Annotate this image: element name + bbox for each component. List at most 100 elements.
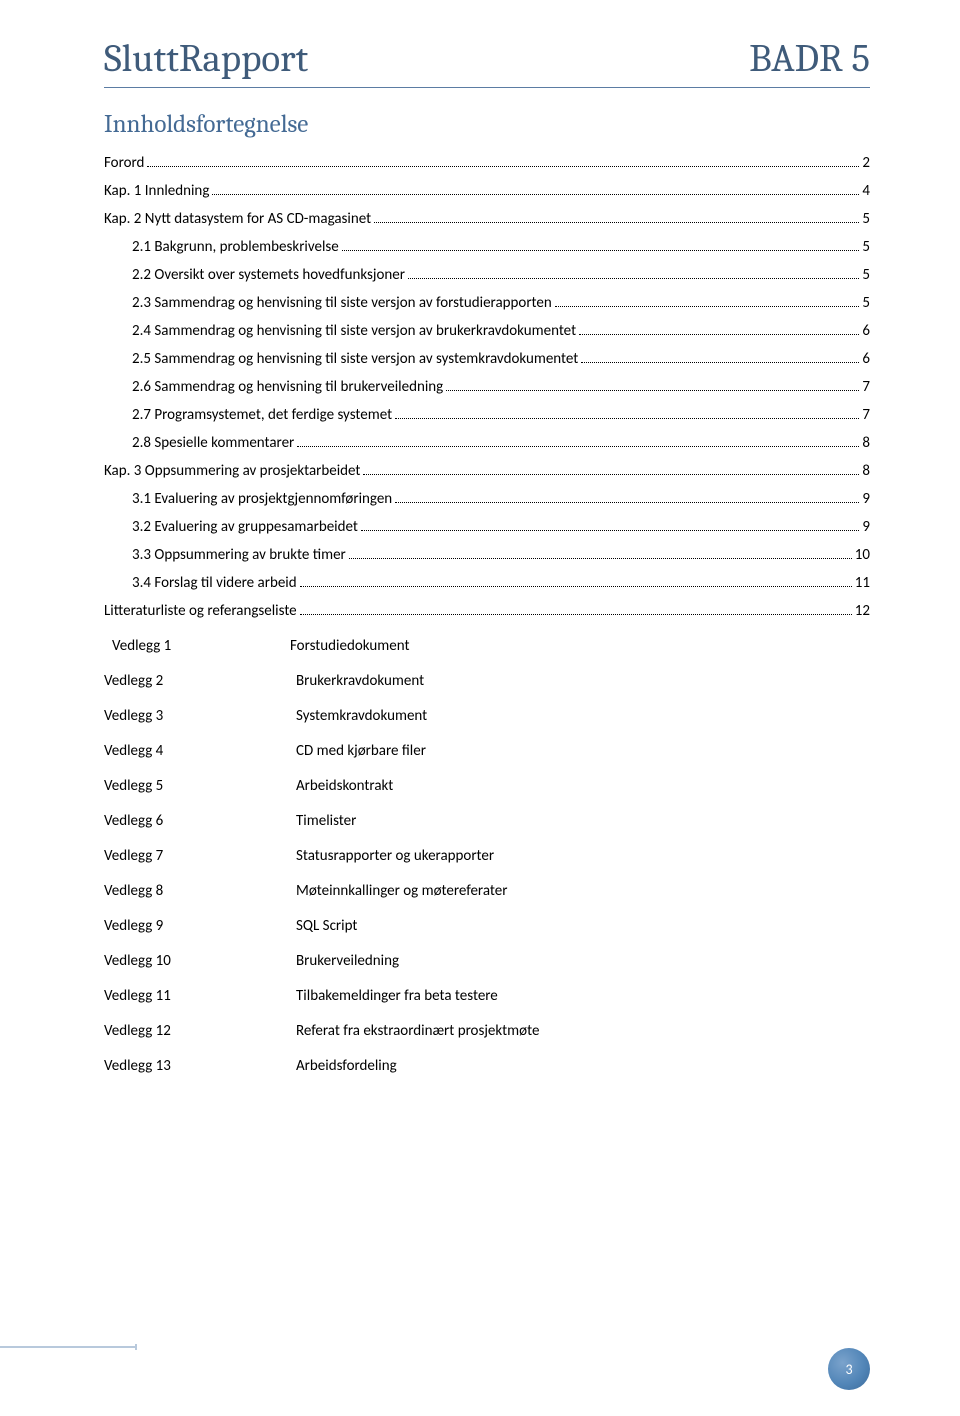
vedlegg-label: Vedlegg 10 — [104, 952, 296, 970]
vedlegg-row: Vedlegg 12Referat fra ekstraordinært pro… — [104, 1022, 870, 1040]
vedlegg-row: Vedlegg 10Brukerveiledning — [104, 952, 870, 970]
toc-entry-page: 12 — [855, 599, 870, 625]
toc-entry: Litteraturliste og referangseliste 12 — [104, 599, 870, 625]
toc-entry-page: 11 — [855, 571, 870, 597]
toc-entry-text: Litteraturliste og referangseliste — [104, 599, 297, 625]
toc-entry: 2.6 Sammendrag og henvisning til brukerv… — [104, 375, 870, 401]
toc-entry: Kap. 3 Oppsummering av prosjektarbeidet 8 — [104, 459, 870, 485]
toc-dots — [297, 446, 859, 447]
toc-entry: 2.3 Sammendrag og henvisning til siste v… — [104, 291, 870, 317]
vedlegg-description: Arbeidskontrakt — [296, 777, 870, 795]
toc-entry-text: 2.2 Oversikt over systemets hovedfunksjo… — [132, 263, 405, 289]
toc-entry: 2.1 Bakgrunn, problembeskrivelse5 — [104, 235, 870, 261]
toc-entry-page: 6 — [862, 319, 870, 345]
toc-entry-text: 2.5 Sammendrag og henvisning til siste v… — [132, 347, 578, 373]
toc-entry: 3.1 Evaluering av prosjektgjennomføringe… — [104, 487, 870, 513]
toc-dots — [395, 502, 859, 503]
toc-dots — [581, 362, 859, 363]
vedlegg-label: Vedlegg 3 — [104, 707, 296, 725]
toc-entry-page: 7 — [862, 375, 870, 401]
vedlegg-label: Vedlegg 1 — [104, 637, 290, 655]
toc-dots — [349, 558, 852, 559]
toc-entry: 2.8 Spesielle kommentarer 8 — [104, 431, 870, 457]
toc-entry: 2.5 Sammendrag og henvisning til siste v… — [104, 347, 870, 373]
toc-entry-text: 2.3 Sammendrag og henvisning til siste v… — [132, 291, 552, 317]
toc-entry-page: 5 — [862, 263, 870, 289]
vedlegg-list: Vedlegg 1ForstudiedokumentVedlegg 2Bruke… — [104, 637, 870, 1075]
vedlegg-description: SQL Script — [296, 917, 870, 935]
vedlegg-description: Forstudiedokument — [290, 637, 870, 655]
toc-entry-text: 2.7 Programsystemet, det ferdige systeme… — [132, 403, 392, 429]
toc-entry-page: 5 — [862, 207, 870, 233]
toc-entry-text: Kap. 1 Innledning — [104, 179, 209, 205]
toc-entry-text: 3.4 Forslag til videre arbeid — [132, 571, 297, 597]
vedlegg-row: Vedlegg 6Timelister — [104, 812, 870, 830]
footer-decorative-line — [0, 1346, 136, 1348]
toc-entry: 2.2 Oversikt over systemets hovedfunksjo… — [104, 263, 870, 289]
vedlegg-row: Vedlegg 8Møteinnkallinger og møtereferat… — [104, 882, 870, 900]
toc-entry-text: 2.4 Sammendrag og henvisning til siste v… — [132, 319, 576, 345]
vedlegg-label: Vedlegg 4 — [104, 742, 296, 760]
toc-dots — [300, 614, 852, 615]
vedlegg-label: Vedlegg 11 — [104, 987, 296, 1005]
vedlegg-row: Vedlegg 11Tilbakemeldinger fra beta test… — [104, 987, 870, 1005]
vedlegg-description: Statusrapporter og ukerapporter — [296, 847, 870, 865]
toc-dots — [446, 390, 859, 391]
toc-entry-page: 5 — [862, 291, 870, 317]
toc-entry: 3.4 Forslag til videre arbeid 11 — [104, 571, 870, 597]
toc-entry-text: Kap. 3 Oppsummering av prosjektarbeidet — [104, 459, 360, 485]
vedlegg-label: Vedlegg 9 — [104, 917, 296, 935]
toc-dots — [300, 586, 852, 587]
toc-entry-page: 2 — [862, 151, 870, 177]
toc-dots — [342, 250, 860, 251]
toc-entry-text: Forord — [104, 151, 144, 177]
vedlegg-row: Vedlegg 1Forstudiedokument — [104, 637, 870, 655]
toc-dots — [555, 306, 860, 307]
vedlegg-description: Brukerveiledning — [296, 952, 870, 970]
toc-dots — [395, 418, 859, 419]
toc-dots — [408, 278, 859, 279]
toc-entry: Kap. 1 Innledning4 — [104, 179, 870, 205]
toc-entry-page: 7 — [862, 403, 870, 429]
toc-entry-text: 2.8 Spesielle kommentarer — [132, 431, 294, 457]
toc-entry-page: 9 — [862, 515, 870, 541]
toc-entry-page: 10 — [855, 543, 870, 569]
vedlegg-description: Møteinnkallinger og møtereferater — [296, 882, 870, 900]
toc-dots — [361, 530, 859, 531]
vedlegg-label: Vedlegg 6 — [104, 812, 296, 830]
toc-dots — [579, 334, 859, 335]
toc-entry-page: 8 — [862, 431, 870, 457]
toc-entry: 2.4 Sammendrag og henvisning til siste v… — [104, 319, 870, 345]
vedlegg-description: Timelister — [296, 812, 870, 830]
toc-dots — [374, 222, 859, 223]
vedlegg-row: Vedlegg 3Systemkravdokument — [104, 707, 870, 725]
toc-entry-text: 3.3 Oppsummering av brukte timer — [132, 543, 346, 569]
vedlegg-description: Brukerkravdokument — [296, 672, 870, 690]
vedlegg-label: Vedlegg 2 — [104, 672, 296, 690]
header-title-right: BADR 5 — [749, 36, 870, 81]
vedlegg-label: Vedlegg 5 — [104, 777, 296, 795]
toc-entry-text: 3.2 Evaluering av gruppesamarbeidet — [132, 515, 358, 541]
toc-entry-page: 5 — [862, 235, 870, 261]
toc-dots — [363, 474, 859, 475]
vedlegg-row: Vedlegg 7Statusrapporter og ukerapporter — [104, 847, 870, 865]
toc-heading: Innholdsfortegnelse — [104, 110, 870, 139]
vedlegg-description: CD med kjørbare filer — [296, 742, 870, 760]
vedlegg-label: Vedlegg 8 — [104, 882, 296, 900]
vedlegg-description: Referat fra ekstraordinært prosjektmøte — [296, 1022, 870, 1040]
toc-entry: Kap. 2 Nytt datasystem for AS CD-magasin… — [104, 207, 870, 233]
toc-entry-page: 8 — [862, 459, 870, 485]
vedlegg-row: Vedlegg 9SQL Script — [104, 917, 870, 935]
vedlegg-label: Vedlegg 7 — [104, 847, 296, 865]
page-number-badge: 3 — [828, 1348, 870, 1390]
vedlegg-description: Systemkravdokument — [296, 707, 870, 725]
toc-entry-page: 9 — [862, 487, 870, 513]
vedlegg-row: Vedlegg 5Arbeidskontrakt — [104, 777, 870, 795]
vedlegg-row: Vedlegg 4CD med kjørbare filer — [104, 742, 870, 760]
toc-list: Forord 2Kap. 1 Innledning4Kap. 2 Nytt dat… — [104, 151, 870, 625]
vedlegg-row: Vedlegg 13Arbeidsfordeling — [104, 1057, 870, 1075]
header-title-left: SluttRapport — [104, 36, 308, 81]
toc-entry-page: 6 — [862, 347, 870, 373]
toc-entry-text: Kap. 2 Nytt datasystem for AS CD-magasin… — [104, 207, 371, 233]
vedlegg-row: Vedlegg 2Brukerkravdokument — [104, 672, 870, 690]
